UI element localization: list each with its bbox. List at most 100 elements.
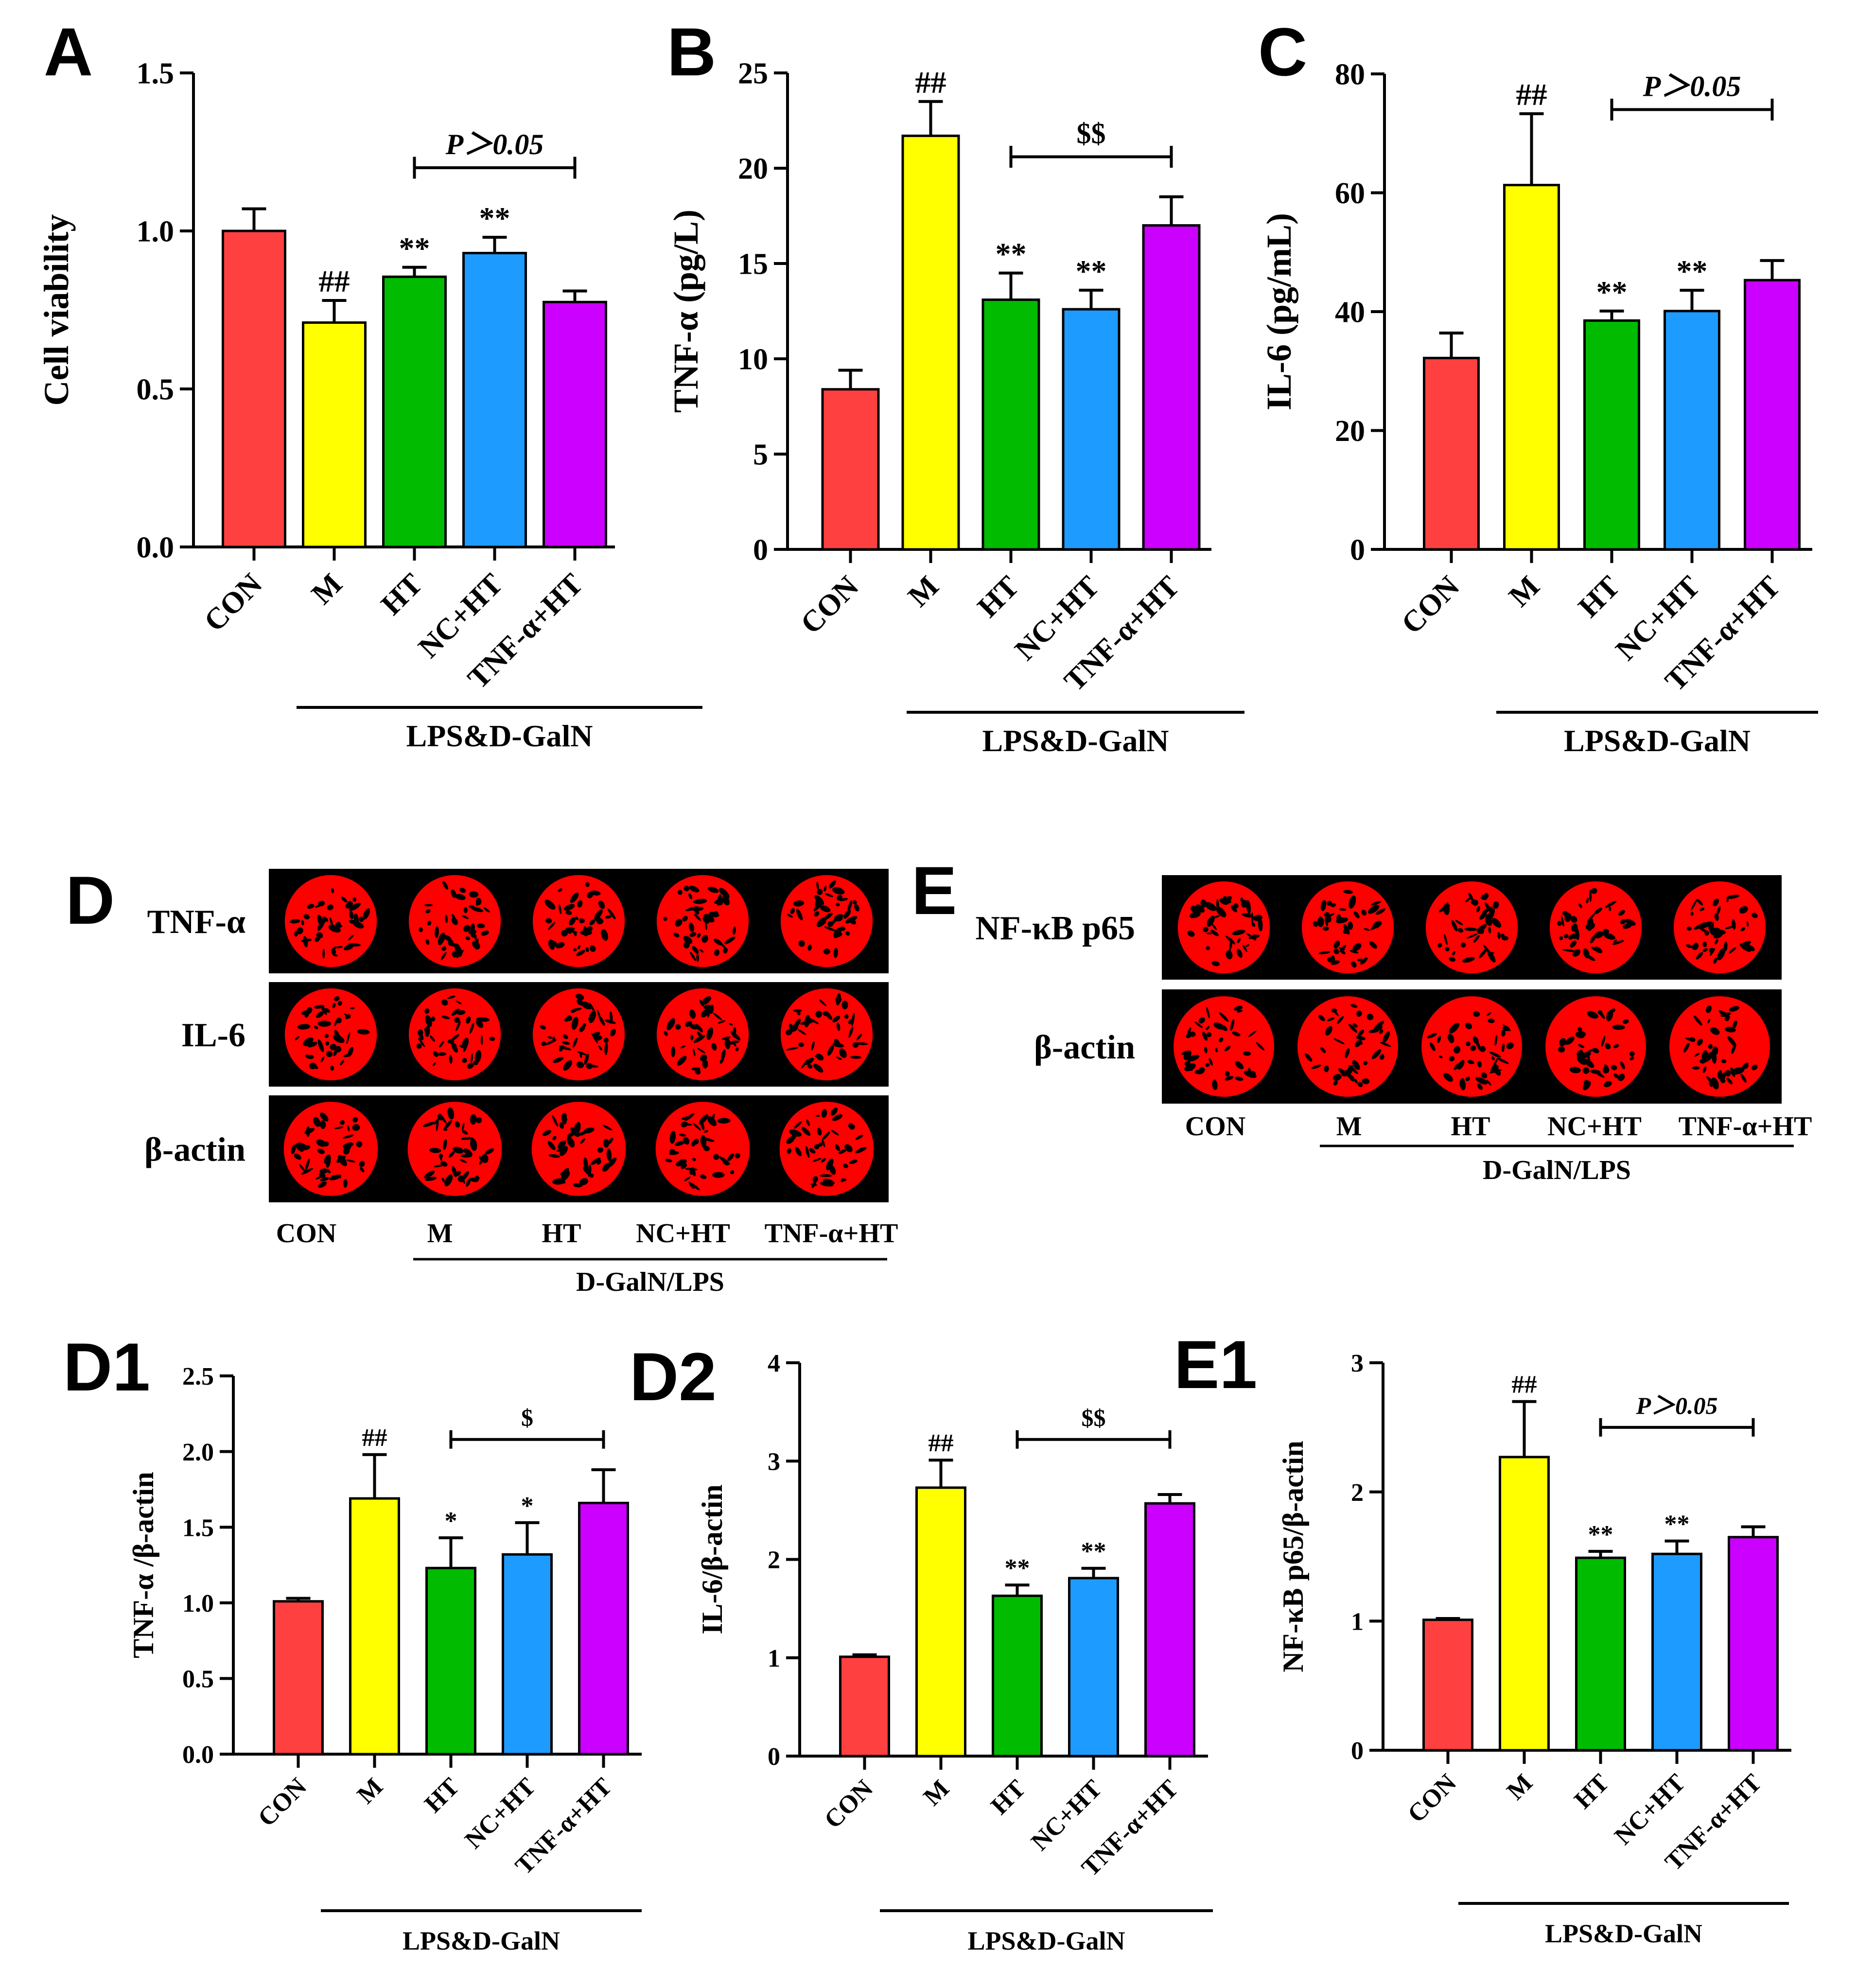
spot-speck (580, 1138, 585, 1144)
spot-speck (1376, 1024, 1383, 1030)
spot-speck (1706, 1076, 1715, 1085)
spot-speck (1491, 1056, 1495, 1060)
spot-speck (352, 1117, 358, 1123)
spot-speck (566, 1015, 573, 1021)
spot-speck (1253, 915, 1262, 921)
spot-speck (304, 1013, 309, 1018)
significance-mark: ## (319, 264, 350, 299)
spot-speck (301, 1168, 314, 1175)
spot-speck (836, 993, 841, 1006)
spot-speck (682, 915, 688, 922)
spot-speck (1610, 934, 1612, 940)
spot-speck (442, 881, 449, 890)
spot-speck (826, 1159, 834, 1171)
spot-speck (449, 1151, 455, 1158)
y-axis-label: Cell viability (37, 214, 76, 406)
significance-mark: ## (1516, 77, 1547, 112)
spot-speck (1225, 1076, 1234, 1081)
spot-speck (1620, 919, 1626, 924)
spot-speck (1714, 913, 1719, 921)
spot-speck (569, 917, 576, 926)
spot-speck (1733, 1020, 1737, 1029)
spot-speck (1464, 927, 1478, 932)
spot-speck (563, 1060, 572, 1071)
spot-speck (1609, 906, 1612, 912)
spot-speck (348, 1047, 353, 1057)
spot-speck (1258, 917, 1263, 932)
spot-speck (1430, 1042, 1436, 1051)
spot-speck (677, 1056, 687, 1066)
bracket-label: P＞0.05 (1635, 1392, 1717, 1419)
spot-speck (347, 1125, 350, 1132)
spot-speck (574, 1122, 581, 1135)
spot-speck (1225, 1071, 1230, 1077)
spot-speck (856, 1034, 862, 1041)
spot-speck (679, 1133, 686, 1137)
y-tick-label: 0.5 (182, 1666, 214, 1693)
spot-speck (1204, 1047, 1208, 1054)
spot-speck (606, 1148, 612, 1161)
spot-speck (424, 1025, 430, 1037)
spot-speck (593, 1032, 600, 1037)
spot-speck (1367, 905, 1380, 914)
spot-speck (801, 1126, 811, 1136)
spot-speck (714, 938, 723, 946)
y-axis-label: IL-6 (pg/mL) (1260, 213, 1298, 410)
spot-speck (577, 999, 584, 1005)
spot-speck (340, 1120, 345, 1125)
spot-speck (334, 1126, 344, 1129)
spot-speck (1194, 1021, 1203, 1028)
spot-speck (719, 1156, 730, 1165)
spot-speck (1746, 921, 1749, 927)
blot-spot (1301, 881, 1394, 974)
y-tick-label: 3 (768, 1448, 780, 1476)
spot-speck (595, 916, 601, 922)
spot-speck (1189, 911, 1201, 918)
spot-speck (787, 1148, 792, 1154)
spot-speck (1454, 1046, 1461, 1054)
spot-speck (1364, 928, 1370, 931)
spot-speck (1212, 1079, 1218, 1091)
y-tick-label: 0 (1350, 534, 1365, 567)
significance-mark: ** (479, 201, 510, 235)
significance-mark: ## (1512, 1371, 1537, 1399)
spot-disc (656, 875, 749, 968)
spot-speck (1486, 1012, 1491, 1016)
bar-nc+ht (462, 252, 527, 548)
spot-speck (675, 1024, 681, 1030)
spot-speck (590, 1158, 601, 1165)
y-tick-label: 2 (768, 1547, 780, 1574)
spot-speck (1200, 899, 1207, 908)
spot-speck (835, 1144, 841, 1151)
spot-speck (443, 1139, 447, 1150)
blot-panel-d: D TNF-α IL-6 β-actin CON M HT NC+HT TNF-α+HT D-Ga… (66, 862, 898, 1297)
spot-speck (1348, 1023, 1358, 1033)
spot-speck (455, 1121, 460, 1128)
spot-speck (675, 919, 683, 927)
y-axis-label: TNF-α (pg/L) (666, 210, 705, 413)
spot-speck (824, 926, 836, 932)
spot-speck (1497, 932, 1501, 939)
spot-speck (1727, 1036, 1736, 1047)
spot-speck (798, 940, 805, 947)
spot-speck (1352, 1060, 1360, 1070)
y-tick-label: 0 (753, 534, 768, 567)
spot-speck (1198, 1017, 1205, 1024)
spot-speck (1332, 1073, 1342, 1081)
spot-speck (573, 1183, 583, 1188)
spot-speck (325, 1041, 330, 1046)
spot-speck (579, 1025, 585, 1032)
spot-speck (812, 1158, 822, 1162)
spot-speck (583, 1166, 592, 1176)
spot-speck (1476, 906, 1480, 913)
spot-speck (1590, 935, 1596, 944)
spot-speck (1341, 1069, 1352, 1076)
spot-speck (462, 915, 469, 919)
spot-speck (297, 1024, 311, 1030)
spot-speck (451, 1008, 460, 1016)
panel-label: C (1258, 14, 1307, 90)
spot-speck (1457, 1060, 1465, 1070)
spot-speck (718, 1020, 725, 1024)
spot-speck (1703, 1052, 1714, 1062)
spot-speck (688, 1181, 695, 1189)
